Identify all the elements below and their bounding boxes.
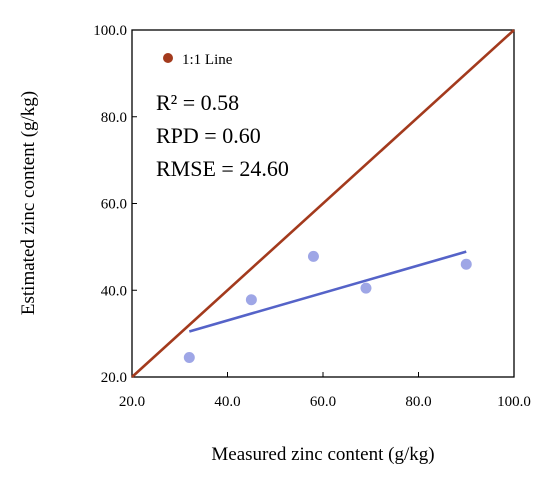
- data-point: [245, 294, 257, 306]
- legend: 1:1 Line: [163, 52, 233, 68]
- rmse-text: RMSE = 24.60: [156, 156, 289, 181]
- x-axis-label: Measured zinc content (g/kg): [211, 444, 434, 465]
- x-tick-label: 60.0: [310, 394, 336, 410]
- y-axis-ticks: 20.0 40.0 60.0 80.0 100.0: [93, 23, 137, 386]
- y-tick-label: 20.0: [101, 370, 127, 386]
- x-tick-label: 100.0: [497, 394, 531, 410]
- stats-annotation: R² = 0.58 RPD = 0.60 RMSE = 24.60: [156, 90, 289, 181]
- regression-line: [188, 250, 467, 333]
- y-tick-label: 60.0: [101, 197, 127, 213]
- data-point: [460, 258, 472, 270]
- legend-swatch: [163, 53, 173, 63]
- rpd-text: RPD = 0.60: [156, 123, 261, 148]
- data-point: [183, 351, 195, 363]
- x-axis-ticks: 20.0 40.0 60.0 80.0 100.0: [119, 372, 531, 410]
- data-point: [360, 282, 372, 294]
- y-axis-label: Estimated zinc content (g/kg): [18, 91, 39, 315]
- x-tick-label: 80.0: [405, 394, 431, 410]
- y-tick-label: 40.0: [101, 283, 127, 299]
- y-tick-label: 80.0: [101, 110, 127, 126]
- legend-label: 1:1 Line: [182, 52, 233, 68]
- one-to-one-line: [131, 29, 515, 378]
- series-layer: [131, 29, 515, 378]
- y-tick-label: 100.0: [93, 23, 127, 39]
- x-tick-label: 40.0: [214, 394, 240, 410]
- data-point: [307, 250, 319, 262]
- r-squared-text: R² = 0.58: [156, 90, 239, 115]
- x-tick-label: 20.0: [119, 394, 145, 410]
